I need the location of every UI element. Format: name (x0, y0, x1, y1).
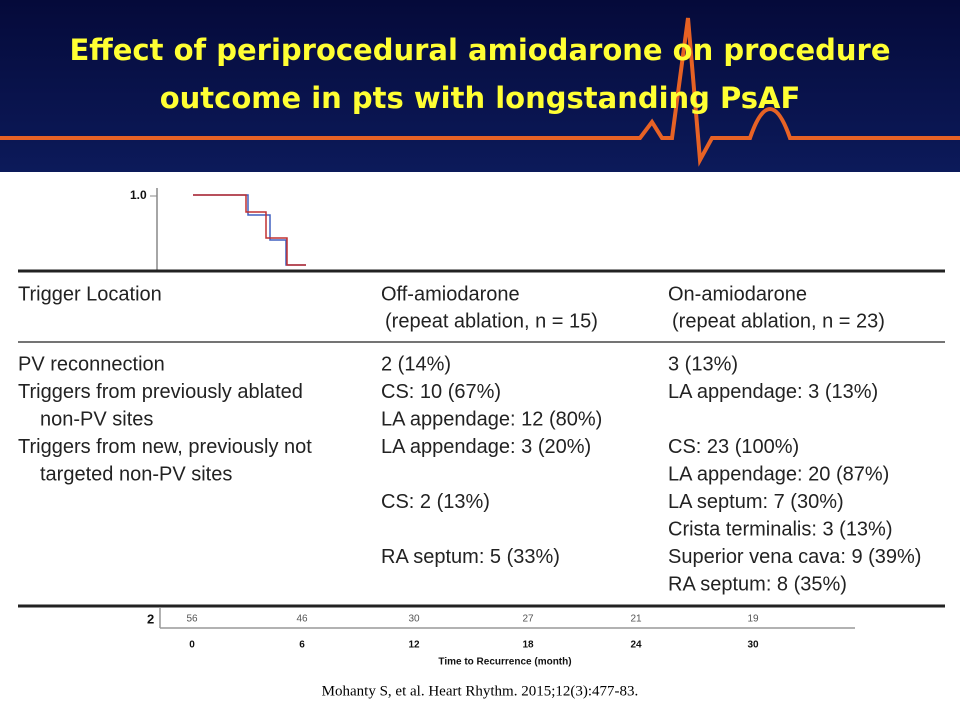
chart-fragment: 1.0 2 Time to Recurrence (month) (130, 188, 855, 668)
column-header: (repeat ablation, n = 23) (672, 310, 885, 332)
table-cell: Crista terminalis: 3 (13%) (668, 518, 893, 540)
table-cell: LA septum: 7 (30%) (668, 491, 844, 513)
title-line: Effect of periprocedural amiodarone on p… (69, 33, 890, 67)
table-cell: non-PV sites (40, 408, 153, 430)
table: Trigger Location Off-amiodarone (repeat … (18, 269, 945, 608)
column-header: On-amiodarone (668, 283, 807, 305)
row-label: 2 (147, 611, 154, 626)
at-risk-count: 46 (296, 614, 308, 625)
ecg-line (0, 17, 960, 167)
table-cell: CS: 23 (100%) (668, 436, 799, 458)
table-cell: Triggers from previously ablated (18, 381, 303, 403)
table-cell: Triggers from new, previously not (18, 436, 312, 458)
title-line: outcome in pts with longstanding PsAF (160, 81, 801, 115)
column-header: (repeat ablation, n = 15) (385, 310, 598, 332)
x-tick-label: 18 (522, 640, 534, 651)
at-risk-count: 27 (522, 614, 534, 625)
x-tick-label: 30 (747, 640, 759, 651)
table-cell: CS: 10 (67%) (381, 381, 501, 403)
at-risk-count: 56 (186, 614, 198, 625)
x-tick-label: 6 (299, 640, 305, 651)
table-cell: RA septum: 5 (33%) (381, 546, 560, 568)
at-risk-count: 19 (747, 614, 759, 625)
table-cell: 2 (14%) (381, 353, 451, 375)
y-tick-label: 1.0 (130, 188, 147, 202)
table-cell: 3 (13%) (668, 353, 738, 375)
at-risk-count: 30 (408, 614, 420, 625)
table-cell: LA appendage: 3 (20%) (381, 436, 591, 458)
table-cell: RA septum: 8 (35%) (668, 573, 847, 595)
curve (193, 194, 306, 266)
x-tick-label: 12 (408, 640, 420, 651)
banner (0, 0, 960, 172)
table-cell: Superior vena cava: 9 (39%) (668, 546, 921, 568)
table-cell: LA appendage: 12 (80%) (381, 408, 602, 430)
curve (193, 194, 306, 266)
x-tick-label: 0 (189, 640, 195, 651)
table-cell: LA appendage: 20 (87%) (668, 463, 889, 485)
table-cell: CS: 2 (13%) (381, 491, 490, 513)
column-header: Off-amiodarone (381, 283, 520, 305)
at-risk-count: 21 (630, 614, 642, 625)
x-tick-label: 24 (630, 640, 642, 651)
citation: Mohanty S, et al. Heart Rhythm. 2015;12(… (322, 683, 639, 699)
table-cell: LA appendage: 3 (13%) (668, 381, 878, 403)
table-cell: PV reconnection (18, 353, 165, 375)
x-axis-label: Time to Recurrence (month) (438, 657, 571, 668)
column-header: Trigger Location (18, 283, 162, 305)
table-cell: targeted non-PV sites (40, 463, 232, 485)
